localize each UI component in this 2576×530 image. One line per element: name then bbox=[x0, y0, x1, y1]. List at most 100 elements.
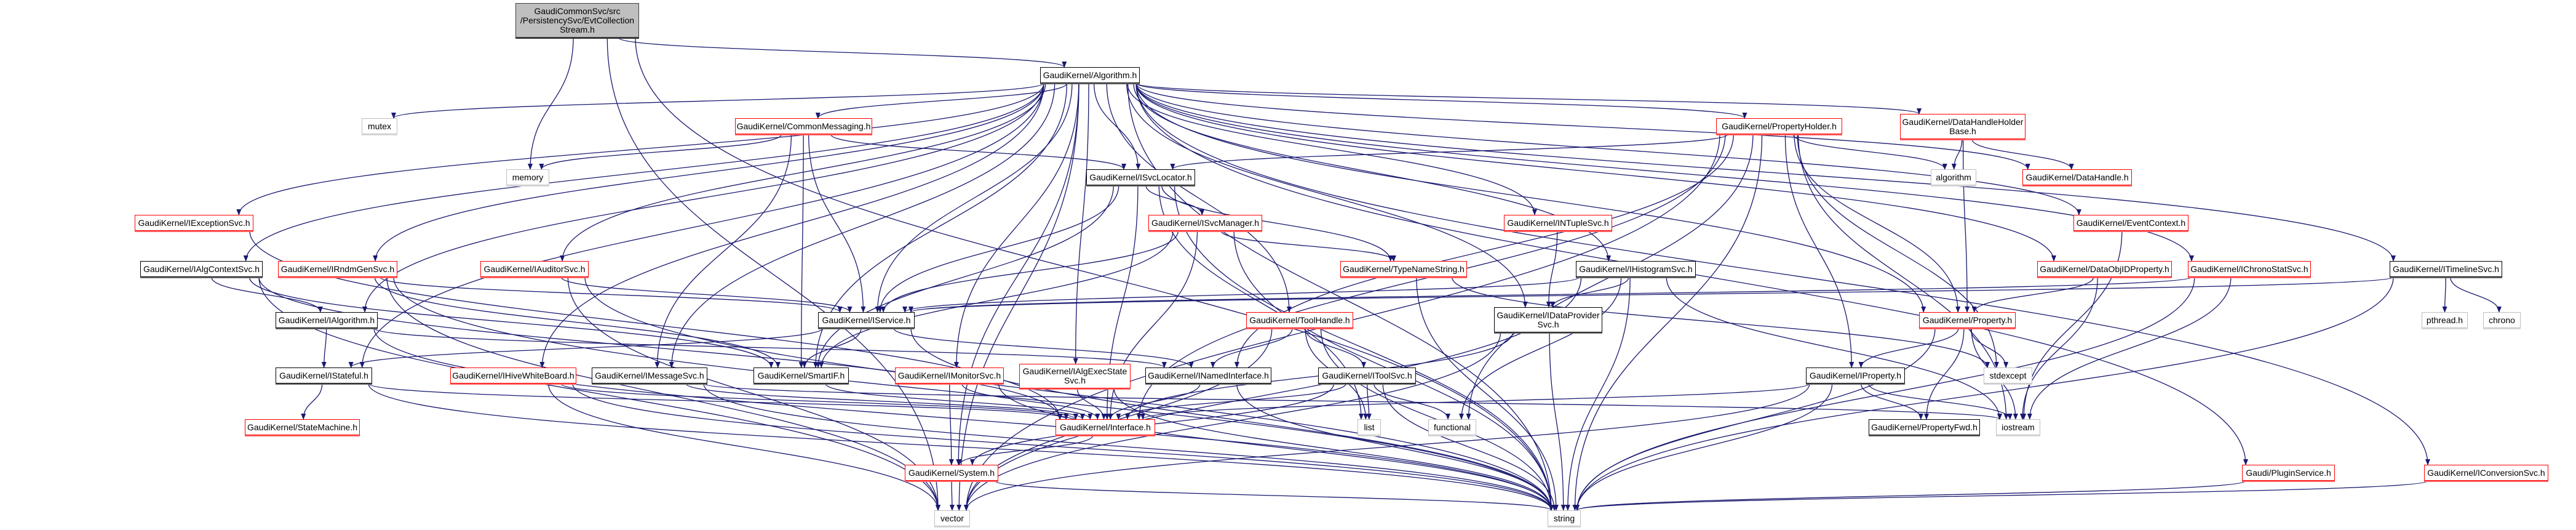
node-interface[interactable]: GaudiKernel/Interface.h bbox=[1055, 419, 1155, 435]
edge-iservice-to-istateful bbox=[348, 327, 824, 368]
edge-algorithm_h-to-string bbox=[1127, 82, 1554, 511]
edge-propholder-to-iproperty bbox=[1784, 134, 1854, 368]
edge-dataobjid-to-iostream bbox=[2020, 276, 2098, 420]
edge-algorithm_h-to-iconversion bbox=[1135, 82, 2430, 465]
edge-iconversion-to-string bbox=[1575, 480, 2428, 511]
edge-irndm-to-iservice bbox=[380, 276, 843, 313]
edge-commonmsg-to-iservice bbox=[808, 134, 866, 313]
edge-iproperty-to-propfwd bbox=[1860, 383, 1923, 420]
node-istateful[interactable]: GaudiKernel/IStateful.h bbox=[276, 367, 372, 383]
edge-root-to-algorithm_h bbox=[618, 37, 1067, 68]
node-iservice[interactable]: GaudiKernel/IService.h bbox=[818, 312, 915, 328]
edge-toolhandle-to-itoolsvc bbox=[1305, 327, 1366, 368]
edge-dhhb-to-datahandle bbox=[1971, 139, 2074, 170]
edge-idataprov-to-vector bbox=[964, 332, 1501, 511]
edge-ihive-to-vector bbox=[547, 383, 940, 511]
edge-iservice-to-inamed bbox=[893, 327, 1194, 368]
edge-imessage-to-iostream bbox=[703, 383, 2002, 420]
node-propholder[interactable]: GaudiKernel/PropertyHolder.h bbox=[1716, 118, 1842, 134]
node-itimeline[interactable]: GaudiKernel/ITimelineSvc.h bbox=[2390, 261, 2502, 277]
node-intuple[interactable]: GaudiKernel/INTupleSvc.h bbox=[1504, 215, 1612, 231]
node-iconversion[interactable]: GaudiKernel/IConversionSvc.h bbox=[2424, 465, 2548, 481]
edge-ialgorithm-to-inamed bbox=[373, 327, 1167, 368]
node-property[interactable]: GaudiKernel/Property.h bbox=[1919, 312, 2016, 328]
edge-property-to-iproperty bbox=[1858, 327, 1959, 368]
edge-propholder-to-property bbox=[1794, 134, 1961, 313]
edge-algorithm_h-to-datahandle bbox=[1135, 82, 2030, 170]
edge-imessage-to-interface bbox=[685, 383, 1085, 420]
node-root[interactable]: GaudiCommonSvc/src /PersistencySvc/EvtCo… bbox=[515, 3, 639, 38]
node-dhhb[interactable]: GaudiKernel/DataHandleHolder Base.h bbox=[1900, 114, 2025, 139]
edge-interface-to-system bbox=[956, 435, 1094, 465]
edge-algorithm_h-to-imessage bbox=[669, 82, 1055, 368]
node-imonitor[interactable]: GaudiKernel/IMonitorSvc.h bbox=[895, 367, 1004, 383]
node-system[interactable]: GaudiKernel/System.h bbox=[905, 465, 998, 481]
edge-itoolsvc-to-string bbox=[1382, 383, 1557, 511]
node-isvclocator[interactable]: GaudiKernel/ISvcLocator.h bbox=[1086, 169, 1195, 185]
node-ihist[interactable]: GaudiKernel/IHistogramSvc.h bbox=[1576, 261, 1696, 277]
node-irndm[interactable]: GaudiKernel/IRndmGenSvc.h bbox=[278, 261, 397, 277]
edge-ialgcontext-to-ialgorithm bbox=[211, 276, 323, 313]
edge-algorithm_h-to-itimeline bbox=[1135, 82, 2396, 262]
node-typename[interactable]: GaudiKernel/TypeNameString.h bbox=[1340, 261, 1467, 277]
edge-ihive-to-string bbox=[572, 383, 1554, 511]
edge-root-to-vector bbox=[606, 37, 940, 511]
node-algorithm_h[interactable]: GaudiKernel/Algorithm.h bbox=[1040, 67, 1140, 83]
node-ihive[interactable]: GaudiKernel/IHiveWhiteBoard.h bbox=[450, 367, 576, 383]
edge-algorithm_h-to-imonitor bbox=[953, 82, 1079, 368]
node-propfwd[interactable]: GaudiKernel/PropertyFwd.h bbox=[1869, 419, 1980, 435]
edge-algorithm_h-to-commonmsg bbox=[815, 82, 1068, 119]
node-datahandle[interactable]: GaudiKernel/DataHandle.h bbox=[2022, 169, 2132, 185]
edge-propholder-to-inamed bbox=[1234, 134, 1734, 368]
edge-iservice-to-string bbox=[910, 327, 1554, 511]
node-iproperty[interactable]: GaudiKernel/IProperty.h bbox=[1806, 367, 1905, 383]
node-iexception[interactable]: GaudiKernel/IExceptionSvc.h bbox=[135, 215, 253, 231]
edge-ihist-to-idataprov bbox=[1550, 276, 1629, 308]
node-string: string bbox=[1548, 510, 1581, 526]
node-ialgcontext[interactable]: GaudiKernel/IAlgContextSvc.h bbox=[140, 261, 263, 277]
edge-ihist-to-functional bbox=[1458, 276, 1622, 420]
edge-propholder-to-isvclocator bbox=[1170, 134, 1729, 170]
edge-algorithm_h-to-ihist bbox=[1133, 82, 1612, 262]
edge-ialgorithm-to-istateful bbox=[321, 327, 327, 368]
edge-itoolsvc-to-functional bbox=[1373, 383, 1451, 420]
edge-inamed-to-string bbox=[1236, 383, 1554, 511]
edge-commonmsg-to-imessage bbox=[654, 134, 792, 368]
node-eventctx[interactable]: GaudiKernel/EventContext.h bbox=[2073, 215, 2188, 231]
edge-dhhb-to-property bbox=[1962, 139, 1970, 313]
edge-algorithm_h-to-mutex bbox=[391, 82, 1044, 119]
node-plugin[interactable]: Gaudi/PluginService.h bbox=[2242, 465, 2335, 481]
edge-algorithm_h-to-dhhb bbox=[1135, 82, 1922, 114]
node-statemachine[interactable]: GaudiKernel/StateMachine.h bbox=[245, 419, 360, 435]
edge-ialgcontext-to-smartif bbox=[248, 276, 774, 368]
node-smartif[interactable]: GaudiKernel/SmartIF.h bbox=[753, 367, 849, 383]
edge-commonmsg-to-memory bbox=[539, 134, 782, 170]
node-commonmsg[interactable]: GaudiKernel/CommonMessaging.h bbox=[735, 118, 872, 134]
node-isvcmanager[interactable]: GaudiKernel/ISvcManager.h bbox=[1148, 215, 1262, 231]
edge-istateful-to-interface bbox=[368, 383, 1069, 420]
node-ialgexec[interactable]: GaudiKernel/IAlgExecState Svc.h bbox=[1019, 364, 1131, 388]
node-dataobjid[interactable]: GaudiKernel/DataObjIDProperty.h bbox=[2037, 261, 2172, 277]
edge-imonitor-to-system bbox=[948, 383, 954, 465]
node-toolhandle[interactable]: GaudiKernel/ToolHandle.h bbox=[1246, 312, 1353, 328]
node-algorithm: algorithm bbox=[1931, 169, 1976, 185]
node-vector: vector bbox=[934, 510, 970, 526]
edge-algorithm_h-to-iauditor bbox=[560, 82, 1046, 262]
edge-ichrono-to-string bbox=[1575, 276, 2195, 511]
node-ialgorithm[interactable]: GaudiKernel/IAlgorithm.h bbox=[276, 312, 378, 328]
node-iauditor[interactable]: GaudiKernel/IAuditorSvc.h bbox=[480, 261, 589, 277]
edge-imonitor-to-string bbox=[998, 383, 1554, 511]
edge-algorithm_h-to-dataobjid bbox=[1135, 82, 2056, 262]
edge-commonmsg-to-isvclocator bbox=[830, 134, 1126, 170]
edge-isvcmanager-to-smartif bbox=[819, 230, 1174, 368]
node-inamed[interactable]: GaudiKernel/INamedInterface.h bbox=[1145, 367, 1271, 383]
node-ichrono[interactable]: GaudiKernel/IChronoStatSvc.h bbox=[2188, 261, 2311, 277]
edge-ihist-to-iostream bbox=[1666, 276, 2002, 420]
edge-isvclocator-to-iservice bbox=[877, 185, 1119, 313]
edge-root-to-string bbox=[635, 37, 1554, 511]
edge-irndm-to-smartif bbox=[374, 276, 781, 368]
edge-eventctx-to-iostream bbox=[2021, 230, 2123, 420]
node-itoolsvc[interactable]: GaudiKernel/IToolSvc.h bbox=[1318, 367, 1416, 383]
node-imessage[interactable]: GaudiKernel/IMessageSvc.h bbox=[592, 367, 707, 383]
node-idataprov[interactable]: GaudiKernel/IDataProvider Svc.h bbox=[1494, 307, 1602, 332]
